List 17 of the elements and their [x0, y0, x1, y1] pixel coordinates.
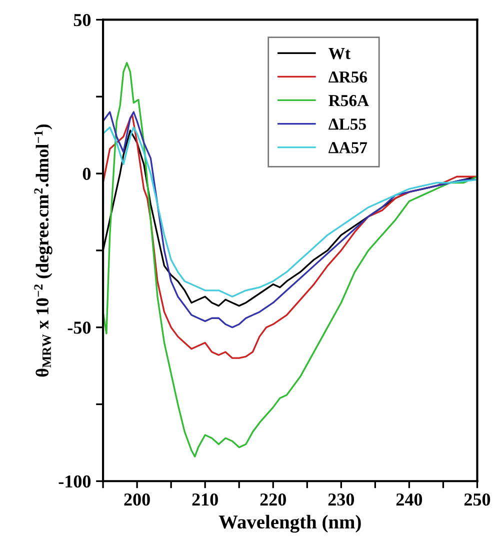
x-tick-label: 200	[124, 493, 150, 506]
legend-label: Wt	[328, 48, 350, 60]
x-tick-label: 220	[260, 493, 286, 506]
legend-label: ΔR56	[328, 71, 368, 83]
y-tick-label: -50	[68, 322, 91, 334]
x-tick-label: 210	[192, 493, 218, 506]
x-axis-title: Wavelength (nm)	[218, 514, 361, 533]
text: θ$_{MRW}$ x 10$^{−2}$ (degree.cm$^{2}$.dmol$^{−1}$)	[34, 124, 52, 377]
legend-label: ΔA57	[328, 142, 368, 154]
x-tick-label: 240	[396, 493, 422, 506]
y-tick-label: -100	[58, 475, 91, 488]
x-tick-label: 230	[328, 493, 354, 506]
legend-label: ΔL55	[328, 118, 366, 130]
y-tick-label: 0	[82, 168, 91, 180]
legend-label: R56A	[328, 95, 369, 106]
y-tick-label: 50	[74, 14, 91, 26]
x-tick-label: 250	[464, 493, 490, 506]
